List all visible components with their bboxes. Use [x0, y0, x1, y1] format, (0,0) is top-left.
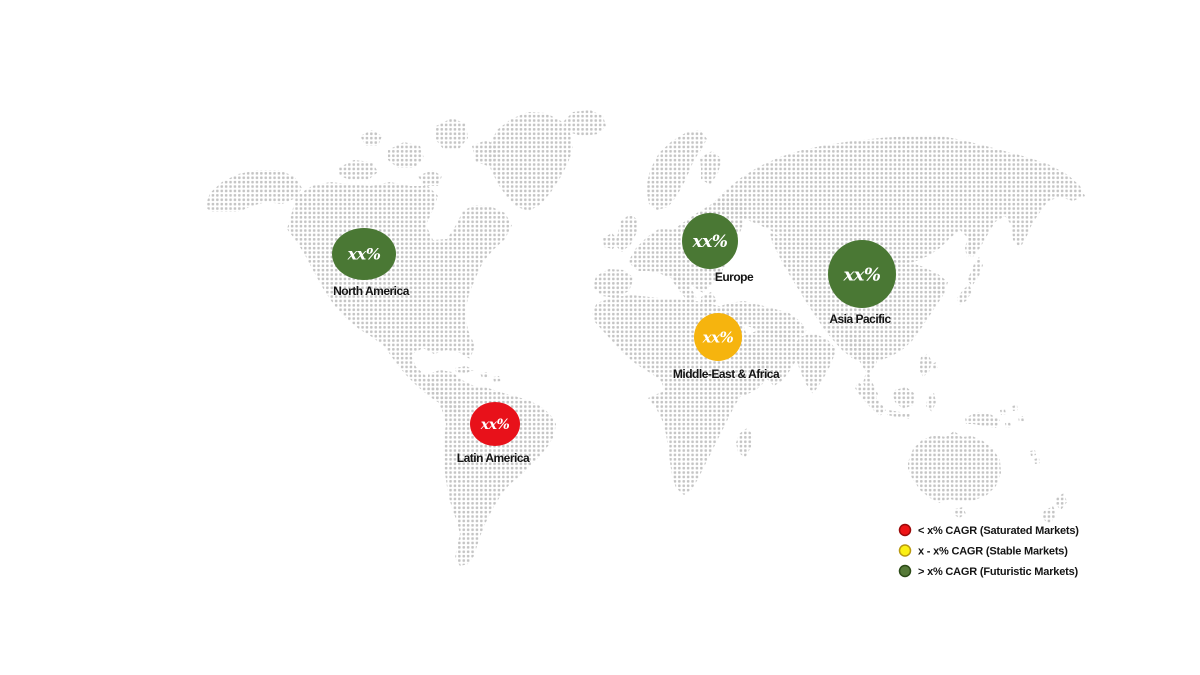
- world-map: [205, 110, 1085, 566]
- region-label-asia-pacific: Asia Pacific: [829, 312, 891, 326]
- region-label-north-america: North America: [333, 284, 410, 298]
- region-italy: [673, 272, 697, 304]
- region-scandinavia: [646, 130, 707, 210]
- island-tasmania: [953, 507, 966, 518]
- region-label-latin-america: Latin America: [457, 451, 530, 465]
- island-arctic-3: [436, 118, 468, 150]
- island-greenland: [487, 112, 573, 211]
- island-iceland: [563, 110, 606, 136]
- continent-south-america: [428, 370, 556, 566]
- legend: < x% CAGR (Saturated Markets) x - x% CAGR…: [898, 523, 1080, 578]
- region-bubble-latin-america[interactable]: [470, 402, 520, 446]
- continent-alaska: [205, 170, 302, 212]
- region-bubble-asia-pacific[interactable]: [828, 240, 896, 308]
- legend-label-x-x-cagr-stable-markets: x - x% CAGR (Stable Markets): [918, 546, 1068, 558]
- island-philippines: [919, 354, 938, 377]
- region-label-europe: Europe: [715, 270, 754, 284]
- region-bubble-europe[interactable]: [682, 213, 738, 269]
- legend-dot-x-cagr-saturated-markets: [898, 523, 912, 537]
- island-new-zealand: [1042, 493, 1067, 524]
- island-ireland: [603, 233, 618, 249]
- region-russia-siberia: [712, 135, 1085, 264]
- region-finland: [700, 151, 722, 185]
- legend-dot-x-x-cagr-stable-markets: [898, 544, 912, 557]
- region-anatolia-iran: [714, 301, 807, 341]
- region-value-north-america: xx%: [347, 245, 381, 264]
- island-japan: [957, 257, 983, 305]
- island-sumatra: [855, 382, 886, 416]
- island-arctic-1: [338, 160, 378, 180]
- region-bubbles: xx% North America xx% Europe xx% Asia Pacific…: [332, 213, 896, 465]
- island-java: [887, 410, 911, 419]
- region-value-latin-america: xx%: [480, 417, 510, 433]
- region-india: [795, 333, 836, 394]
- legend-dot-x-cagr-futuristic-markets: [898, 564, 912, 578]
- region-bubble-middle-east-africa[interactable]: [694, 313, 742, 361]
- island-great-britain: [615, 214, 638, 252]
- region-indochina: [845, 332, 880, 402]
- continent-africa: [592, 295, 770, 495]
- island-sakhalin: [965, 230, 977, 258]
- continent-australia: [908, 431, 1001, 503]
- legend-label-x-cagr-futuristic-markets: > x% CAGR (Futuristic Markets): [918, 566, 1078, 578]
- island-new-guinea: [965, 412, 1000, 428]
- region-korea: [933, 280, 944, 296]
- region-arabia: [747, 329, 801, 386]
- islands-pacific: [1000, 405, 1040, 464]
- region-value-middle-east-africa: xx%: [702, 328, 734, 346]
- region-label-middle-east-africa: Middle-East & Africa: [673, 367, 780, 381]
- region-value-europe: xx%: [692, 232, 728, 252]
- continent-north-america: [287, 182, 512, 414]
- island-borneo: [893, 387, 915, 409]
- legend-label-x-cagr-saturated-markets: < x% CAGR (Saturated Markets): [918, 525, 1079, 537]
- region-iberia: [593, 269, 634, 298]
- island-arctic-5: [360, 130, 382, 146]
- island-sulawesi: [926, 393, 936, 412]
- island-caribbean: [455, 366, 501, 382]
- region-bubble-north-america[interactable]: [332, 228, 396, 280]
- island-arctic-6: [418, 170, 442, 186]
- region-value-asia-pacific: xx%: [842, 264, 880, 285]
- island-arctic-2: [388, 142, 424, 168]
- island-madagascar: [736, 428, 753, 458]
